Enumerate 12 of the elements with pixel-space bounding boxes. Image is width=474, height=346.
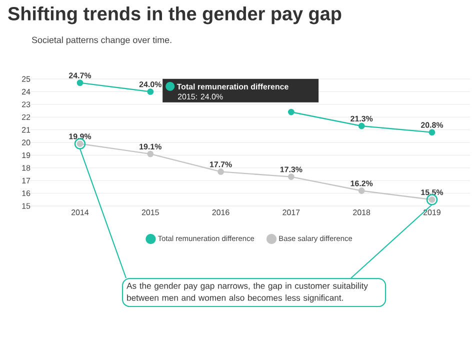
point — [358, 122, 365, 130]
annotation: As the gender pay gap narrows, the gap in customer suitability between men and women also becomes less significant. — [126, 282, 368, 302]
point — [428, 129, 436, 136]
point — [358, 188, 365, 194]
point — [288, 174, 294, 180]
point — [288, 108, 294, 116]
chart-title: Shifting trends in the gender pay gap — [8, 6, 342, 24]
chart-subtitle: Societal patterns change over time. — [32, 36, 172, 45]
point — [147, 88, 154, 95]
point — [76, 80, 84, 86]
point — [218, 168, 224, 175]
point — [147, 150, 154, 158]
